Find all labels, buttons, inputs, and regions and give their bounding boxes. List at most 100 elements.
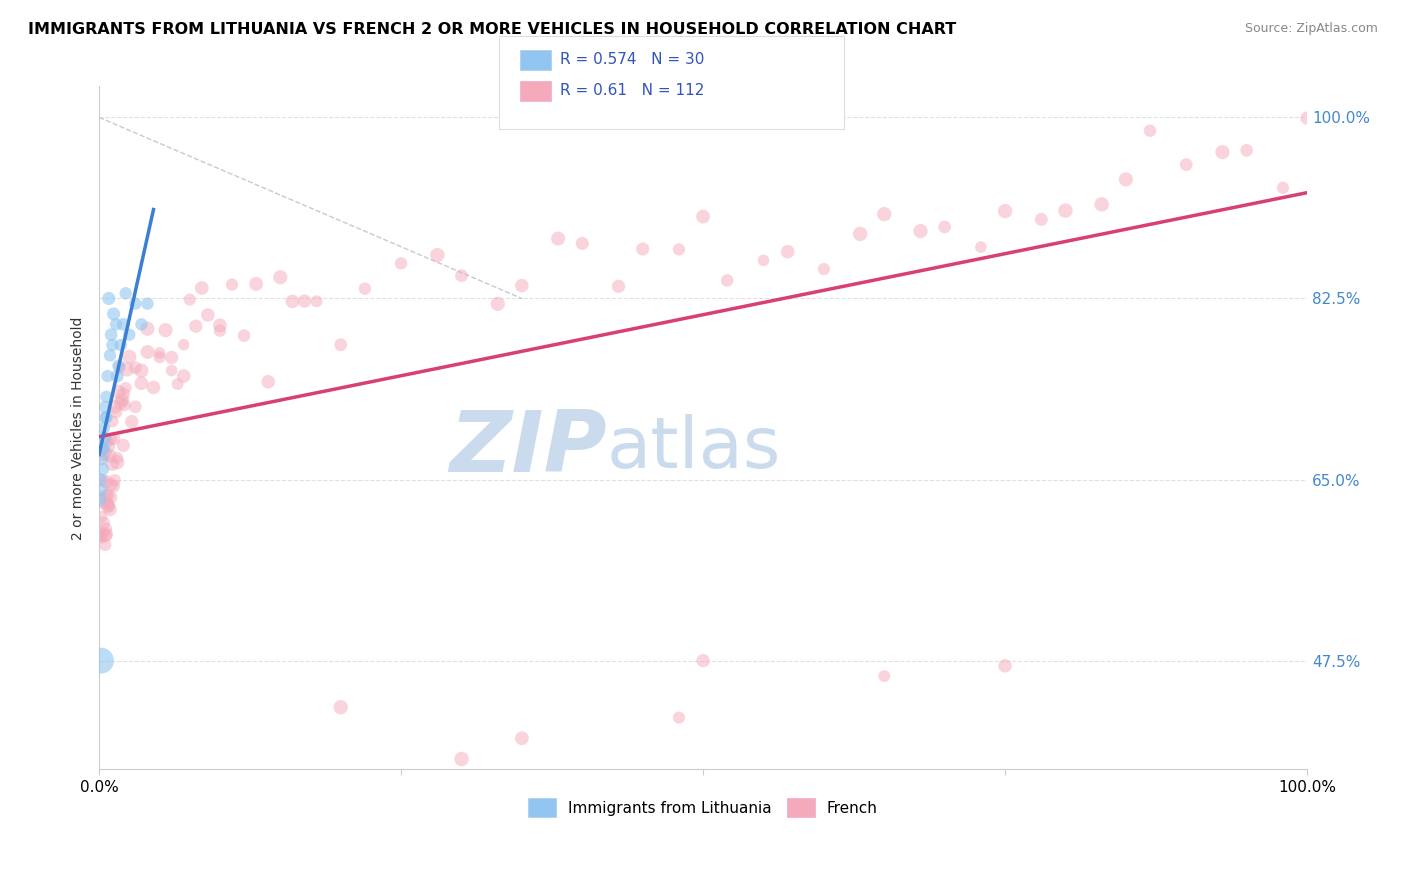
Point bbox=[94, 431, 117, 445]
Text: IMMIGRANTS FROM LITHUANIA VS FRENCH 2 OR MORE VEHICLES IN HOUSEHOLD CORRELATION : IMMIGRANTS FROM LITHUANIA VS FRENCH 2 OR… bbox=[28, 22, 956, 37]
Point bbox=[94, 445, 117, 459]
Point bbox=[160, 351, 183, 365]
Point bbox=[221, 277, 243, 292]
Point bbox=[208, 324, 231, 338]
Point bbox=[118, 327, 141, 342]
Point bbox=[89, 473, 111, 487]
Point bbox=[91, 526, 114, 541]
Point bbox=[571, 236, 593, 251]
Text: ZIP: ZIP bbox=[449, 407, 606, 490]
Point bbox=[752, 253, 775, 268]
Point bbox=[105, 450, 128, 465]
Point bbox=[93, 495, 115, 509]
Point bbox=[97, 440, 120, 454]
Text: Source: ZipAtlas.com: Source: ZipAtlas.com bbox=[1244, 22, 1378, 36]
Point bbox=[98, 348, 121, 362]
Point bbox=[93, 442, 115, 456]
Point bbox=[354, 282, 377, 296]
Point bbox=[607, 279, 630, 293]
Point bbox=[91, 462, 114, 476]
Point bbox=[91, 442, 114, 456]
Point bbox=[91, 474, 114, 488]
Point bbox=[389, 256, 412, 270]
Point bbox=[93, 516, 115, 530]
Point bbox=[96, 390, 118, 404]
Point bbox=[114, 381, 136, 395]
Point bbox=[97, 488, 120, 502]
Point bbox=[96, 527, 118, 541]
Point bbox=[100, 477, 122, 491]
Point bbox=[105, 455, 128, 469]
Point bbox=[426, 248, 449, 262]
Point bbox=[510, 278, 533, 293]
Point bbox=[89, 528, 111, 542]
Point bbox=[124, 360, 146, 375]
Text: R = 0.61   N = 112: R = 0.61 N = 112 bbox=[560, 84, 704, 98]
Point bbox=[970, 240, 993, 254]
Point bbox=[329, 700, 352, 714]
Point bbox=[148, 346, 170, 360]
Point bbox=[1115, 172, 1137, 186]
Point bbox=[547, 231, 569, 245]
Point bbox=[90, 451, 112, 466]
Point bbox=[110, 395, 132, 409]
Point bbox=[124, 400, 146, 414]
Point bbox=[104, 473, 127, 487]
Point bbox=[112, 318, 135, 332]
Point bbox=[90, 443, 112, 458]
Point bbox=[450, 752, 472, 766]
Point bbox=[148, 350, 170, 364]
Point bbox=[155, 323, 177, 337]
Point bbox=[96, 410, 118, 425]
Point bbox=[131, 363, 153, 377]
Point bbox=[179, 293, 201, 307]
Point bbox=[89, 528, 111, 542]
Point bbox=[910, 224, 932, 238]
Point bbox=[101, 414, 124, 428]
Point bbox=[114, 286, 136, 301]
Point bbox=[115, 362, 138, 376]
Point bbox=[269, 270, 291, 285]
Point bbox=[124, 296, 146, 310]
Point bbox=[166, 377, 188, 392]
Point bbox=[94, 410, 117, 425]
Point bbox=[245, 277, 267, 291]
Point bbox=[668, 243, 690, 257]
Point bbox=[118, 350, 141, 364]
Point bbox=[1054, 203, 1077, 218]
Point bbox=[100, 432, 122, 446]
Point bbox=[93, 448, 115, 462]
Point bbox=[94, 528, 117, 542]
Point bbox=[510, 731, 533, 746]
Point bbox=[142, 380, 165, 394]
Point bbox=[96, 488, 118, 502]
Point bbox=[131, 376, 153, 391]
Point bbox=[97, 434, 120, 449]
Point bbox=[103, 307, 125, 321]
Point bbox=[1296, 111, 1319, 125]
Point bbox=[329, 337, 352, 351]
Point bbox=[96, 475, 118, 489]
Point bbox=[104, 400, 127, 414]
Y-axis label: 2 or more Vehicles in Household: 2 or more Vehicles in Household bbox=[72, 316, 86, 540]
Point bbox=[105, 369, 128, 384]
Point bbox=[184, 319, 207, 334]
Point bbox=[91, 432, 114, 446]
Point bbox=[90, 654, 112, 668]
Point bbox=[112, 438, 135, 452]
Point bbox=[121, 415, 143, 429]
Point bbox=[98, 502, 121, 516]
Point bbox=[486, 297, 509, 311]
Point bbox=[631, 242, 654, 256]
Point bbox=[873, 669, 896, 683]
Point bbox=[114, 398, 136, 412]
Point bbox=[849, 227, 872, 241]
Point bbox=[233, 328, 256, 343]
Point bbox=[1091, 197, 1114, 211]
Point bbox=[1175, 158, 1198, 172]
Point bbox=[89, 491, 111, 505]
Point bbox=[105, 405, 128, 419]
Point bbox=[103, 479, 125, 493]
Point bbox=[305, 294, 328, 309]
Point bbox=[934, 219, 956, 234]
